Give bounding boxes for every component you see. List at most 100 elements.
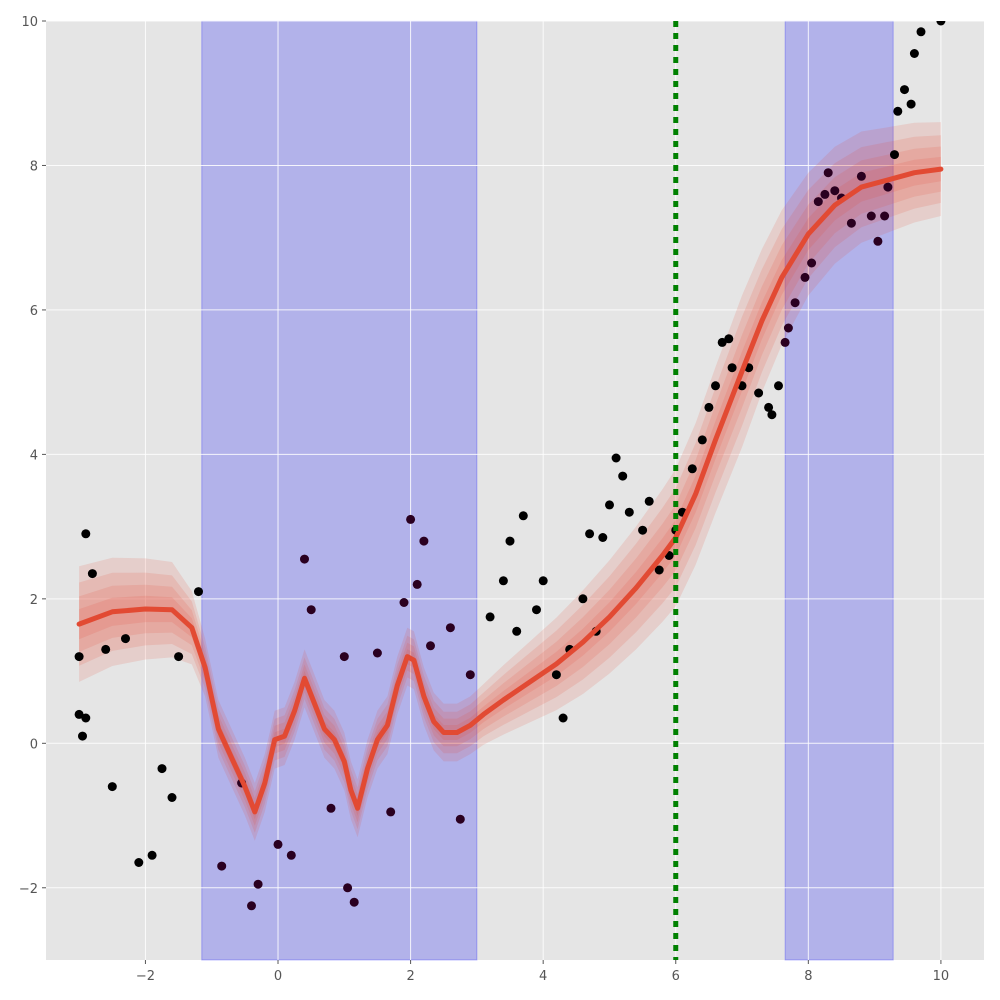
shaded-regions <box>201 20 894 961</box>
data-point <box>518 511 528 521</box>
data-point <box>780 337 790 347</box>
data-point <box>866 211 876 221</box>
data-point <box>419 536 429 546</box>
data-point <box>194 587 203 597</box>
confidence-band <box>79 146 941 826</box>
y-tick-label: 8 <box>30 159 38 174</box>
data-point <box>767 410 777 420</box>
data-point <box>880 211 890 221</box>
gridlines <box>46 20 984 960</box>
data-point <box>412 579 422 589</box>
data-point <box>532 605 541 615</box>
data-point <box>611 453 621 463</box>
shaded-region <box>784 20 894 961</box>
data-point <box>306 605 316 615</box>
data-point <box>830 186 840 196</box>
data-point <box>78 731 87 741</box>
data-point <box>74 652 84 662</box>
y-tick-label: 2 <box>30 593 38 608</box>
tick-labels: −2 0 2 4 6 8 10 −2 0 2 4 6 8 10 <box>19 15 949 984</box>
x-tick-label: −2 <box>136 969 155 984</box>
data-point <box>445 623 455 633</box>
data-point <box>339 652 349 662</box>
data-point <box>512 626 522 636</box>
data-point <box>505 536 515 546</box>
data-point <box>551 670 561 680</box>
data-point <box>598 533 608 542</box>
data-point <box>406 514 416 524</box>
data-point <box>711 381 720 391</box>
data-point <box>174 652 184 662</box>
data-point <box>906 99 916 109</box>
data-point <box>107 782 117 792</box>
y-tick-label: 4 <box>30 448 38 463</box>
data-point <box>605 500 614 510</box>
data-point <box>783 323 793 333</box>
data-point <box>900 85 909 95</box>
data-point <box>790 298 800 308</box>
data-point <box>727 363 737 373</box>
data-point <box>578 594 588 604</box>
data-point <box>465 670 475 680</box>
data-point <box>121 634 130 644</box>
shaded-region <box>201 20 478 961</box>
data-point <box>654 565 664 575</box>
x-tick-label: 8 <box>804 969 812 984</box>
y-tick-label: 10 <box>21 15 38 30</box>
data-point <box>774 381 783 391</box>
data-point <box>81 529 91 539</box>
data-point <box>856 171 866 181</box>
x-tick-label: 4 <box>539 969 547 984</box>
data-point <box>74 709 84 719</box>
data-point <box>823 168 833 178</box>
data-point <box>426 641 435 651</box>
data-point <box>697 435 707 445</box>
data-point <box>538 576 548 586</box>
data-point <box>644 496 654 506</box>
data-point <box>558 713 568 723</box>
data-point <box>873 236 883 246</box>
x-tick-label: 2 <box>406 969 414 984</box>
data-point <box>157 764 167 774</box>
data-point <box>909 49 919 58</box>
data-point <box>386 807 396 817</box>
data-point <box>455 814 465 824</box>
data-point <box>134 858 144 867</box>
data-point <box>687 464 697 474</box>
confidence-band <box>79 156 941 820</box>
data-point <box>343 883 353 893</box>
data-point <box>147 850 157 860</box>
data-point <box>638 525 648 535</box>
data-point <box>167 793 177 802</box>
data-point <box>485 612 495 622</box>
data-point <box>820 189 830 199</box>
data-point <box>893 106 903 116</box>
data-point <box>87 569 97 579</box>
data-point <box>81 713 91 723</box>
data-point <box>585 529 595 539</box>
data-point <box>704 402 714 412</box>
data-point <box>217 861 227 871</box>
data-point <box>800 272 810 282</box>
data-point <box>807 258 817 268</box>
data-point <box>724 334 734 344</box>
data-point <box>247 901 256 911</box>
data-point <box>498 576 508 586</box>
y-tick-label: −2 <box>19 882 38 897</box>
data-point <box>846 218 856 228</box>
data-point <box>717 337 727 347</box>
data-point <box>754 388 764 398</box>
data-point <box>101 644 111 654</box>
x-tick-label: 10 <box>933 969 950 984</box>
data-points <box>74 21 946 911</box>
data-point <box>349 897 359 907</box>
data-point <box>399 598 409 607</box>
data-point <box>273 839 283 849</box>
data-point <box>883 182 893 192</box>
data-point <box>372 648 382 658</box>
data-point <box>286 850 296 860</box>
mean-curve-group <box>76 166 944 815</box>
x-tick-label: 0 <box>274 969 282 984</box>
data-point <box>916 27 926 37</box>
